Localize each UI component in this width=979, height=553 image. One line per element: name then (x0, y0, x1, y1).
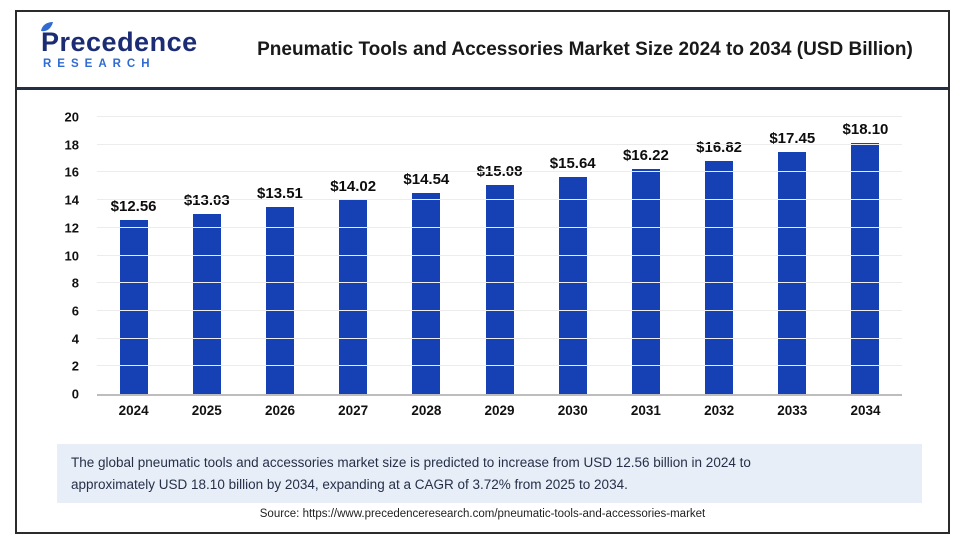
description-box: The global pneumatic tools and accessori… (57, 444, 922, 504)
logo-subtext: RESEARCH (43, 58, 156, 70)
description-line: approximately USD 18.10 billion by 2034,… (71, 476, 628, 492)
gridline (97, 199, 902, 201)
header: Precedence RESEARCH Pneumatic Tools and … (17, 12, 948, 90)
bars-container: $12.56 $13.03 $13.51 $14.02 $14.54 $15.08 $15.… (97, 117, 902, 394)
x-tick-label: 2025 (191, 403, 222, 418)
precedence-logo: Precedence RESEARCH (17, 22, 236, 70)
x-tick-label: 2028 (411, 403, 442, 418)
bar (192, 213, 221, 394)
y-tick-label: 2 (71, 358, 79, 374)
gridline (97, 116, 902, 117)
bar-column: $15.64 (536, 117, 609, 394)
bar-value-label: $13.51 (257, 184, 303, 202)
bar-column: $18.10 (829, 117, 902, 394)
bar (851, 143, 880, 394)
x-tick-label: 2034 (850, 403, 881, 418)
bar-column: $17.45 (756, 117, 829, 394)
gridline (97, 309, 902, 311)
y-tick-label: 12 (64, 220, 79, 236)
bar-value-label: $14.54 (403, 170, 450, 188)
bar-value-label: $14.02 (330, 177, 377, 195)
bar (631, 169, 660, 394)
x-tick-label: 2033 (777, 403, 808, 418)
y-tick-label: 0 (71, 386, 79, 402)
y-tick-label: 4 (71, 331, 79, 347)
bar-value-label: $17.45 (769, 130, 816, 148)
source-text: Source: https://www.precedenceresearch.c… (259, 508, 706, 520)
y-tick-label: 8 (71, 275, 79, 291)
y-tick-label: 20 (64, 109, 79, 125)
x-tick-label: 2029 (484, 403, 515, 418)
description-line: The global pneumatic tools and accessori… (71, 455, 751, 470)
x-axis-labels: 2024 2025 2026 2027 2028 2029 2030 2031 2032 2033… (97, 403, 902, 418)
bar-column: $15.08 (463, 117, 536, 394)
chart-title: Pneumatic Tools and Accessories Market S… (257, 38, 913, 60)
logo-wordmark: Precedence (41, 27, 198, 57)
gridline (97, 143, 902, 145)
bar (558, 177, 587, 394)
gridline (97, 337, 902, 339)
bar (485, 185, 514, 394)
bar-value-label: $16.22 (622, 147, 669, 165)
y-tick-label: 14 (64, 192, 79, 208)
x-tick-label: 2026 (264, 403, 295, 418)
plot-area: $12.56 $13.03 $13.51 $14.02 $14.54 $15.08 $15.… (97, 116, 902, 396)
leaf-icon (39, 21, 55, 42)
gridline (97, 254, 902, 256)
gridline (97, 282, 902, 284)
bar-value-label: $12.56 (110, 198, 157, 216)
bar-column: $12.56 (97, 117, 170, 394)
gridline (97, 365, 902, 367)
x-tick-label: 2032 (704, 403, 735, 418)
x-tick-label: 2030 (557, 403, 588, 418)
bar-column: $16.22 (609, 117, 682, 394)
bar-value-label: $15.64 (549, 155, 596, 173)
bar-column: $16.82 (683, 117, 756, 394)
y-tick-label: 10 (64, 248, 79, 263)
x-tick-label: 2024 (118, 403, 149, 418)
gridline (97, 171, 902, 173)
bar (705, 161, 734, 394)
bar (412, 192, 441, 394)
x-tick-label: 2027 (338, 403, 369, 418)
y-tick-label: 18 (64, 137, 79, 153)
bar (339, 199, 368, 394)
bar (265, 206, 294, 394)
y-axis: 0 2 4 6 8 10 12 14 16 18 20 (23, 110, 85, 402)
bar-value-label: $16.82 (696, 139, 743, 157)
bar-value-label: $18.10 (842, 121, 889, 139)
y-tick-label: 16 (64, 164, 79, 180)
bar (119, 220, 148, 394)
gridline (97, 226, 902, 228)
bar (778, 152, 807, 394)
bar-column: $14.54 (390, 117, 463, 394)
bar-column: $14.02 (317, 117, 390, 394)
bar-column: $13.51 (243, 117, 316, 394)
y-tick-label: 6 (71, 303, 79, 319)
x-tick-label: 2031 (630, 403, 661, 418)
bar-column: $13.03 (170, 117, 243, 394)
infographic-frame: Precedence RESEARCH Pneumatic Tools and … (15, 10, 950, 534)
